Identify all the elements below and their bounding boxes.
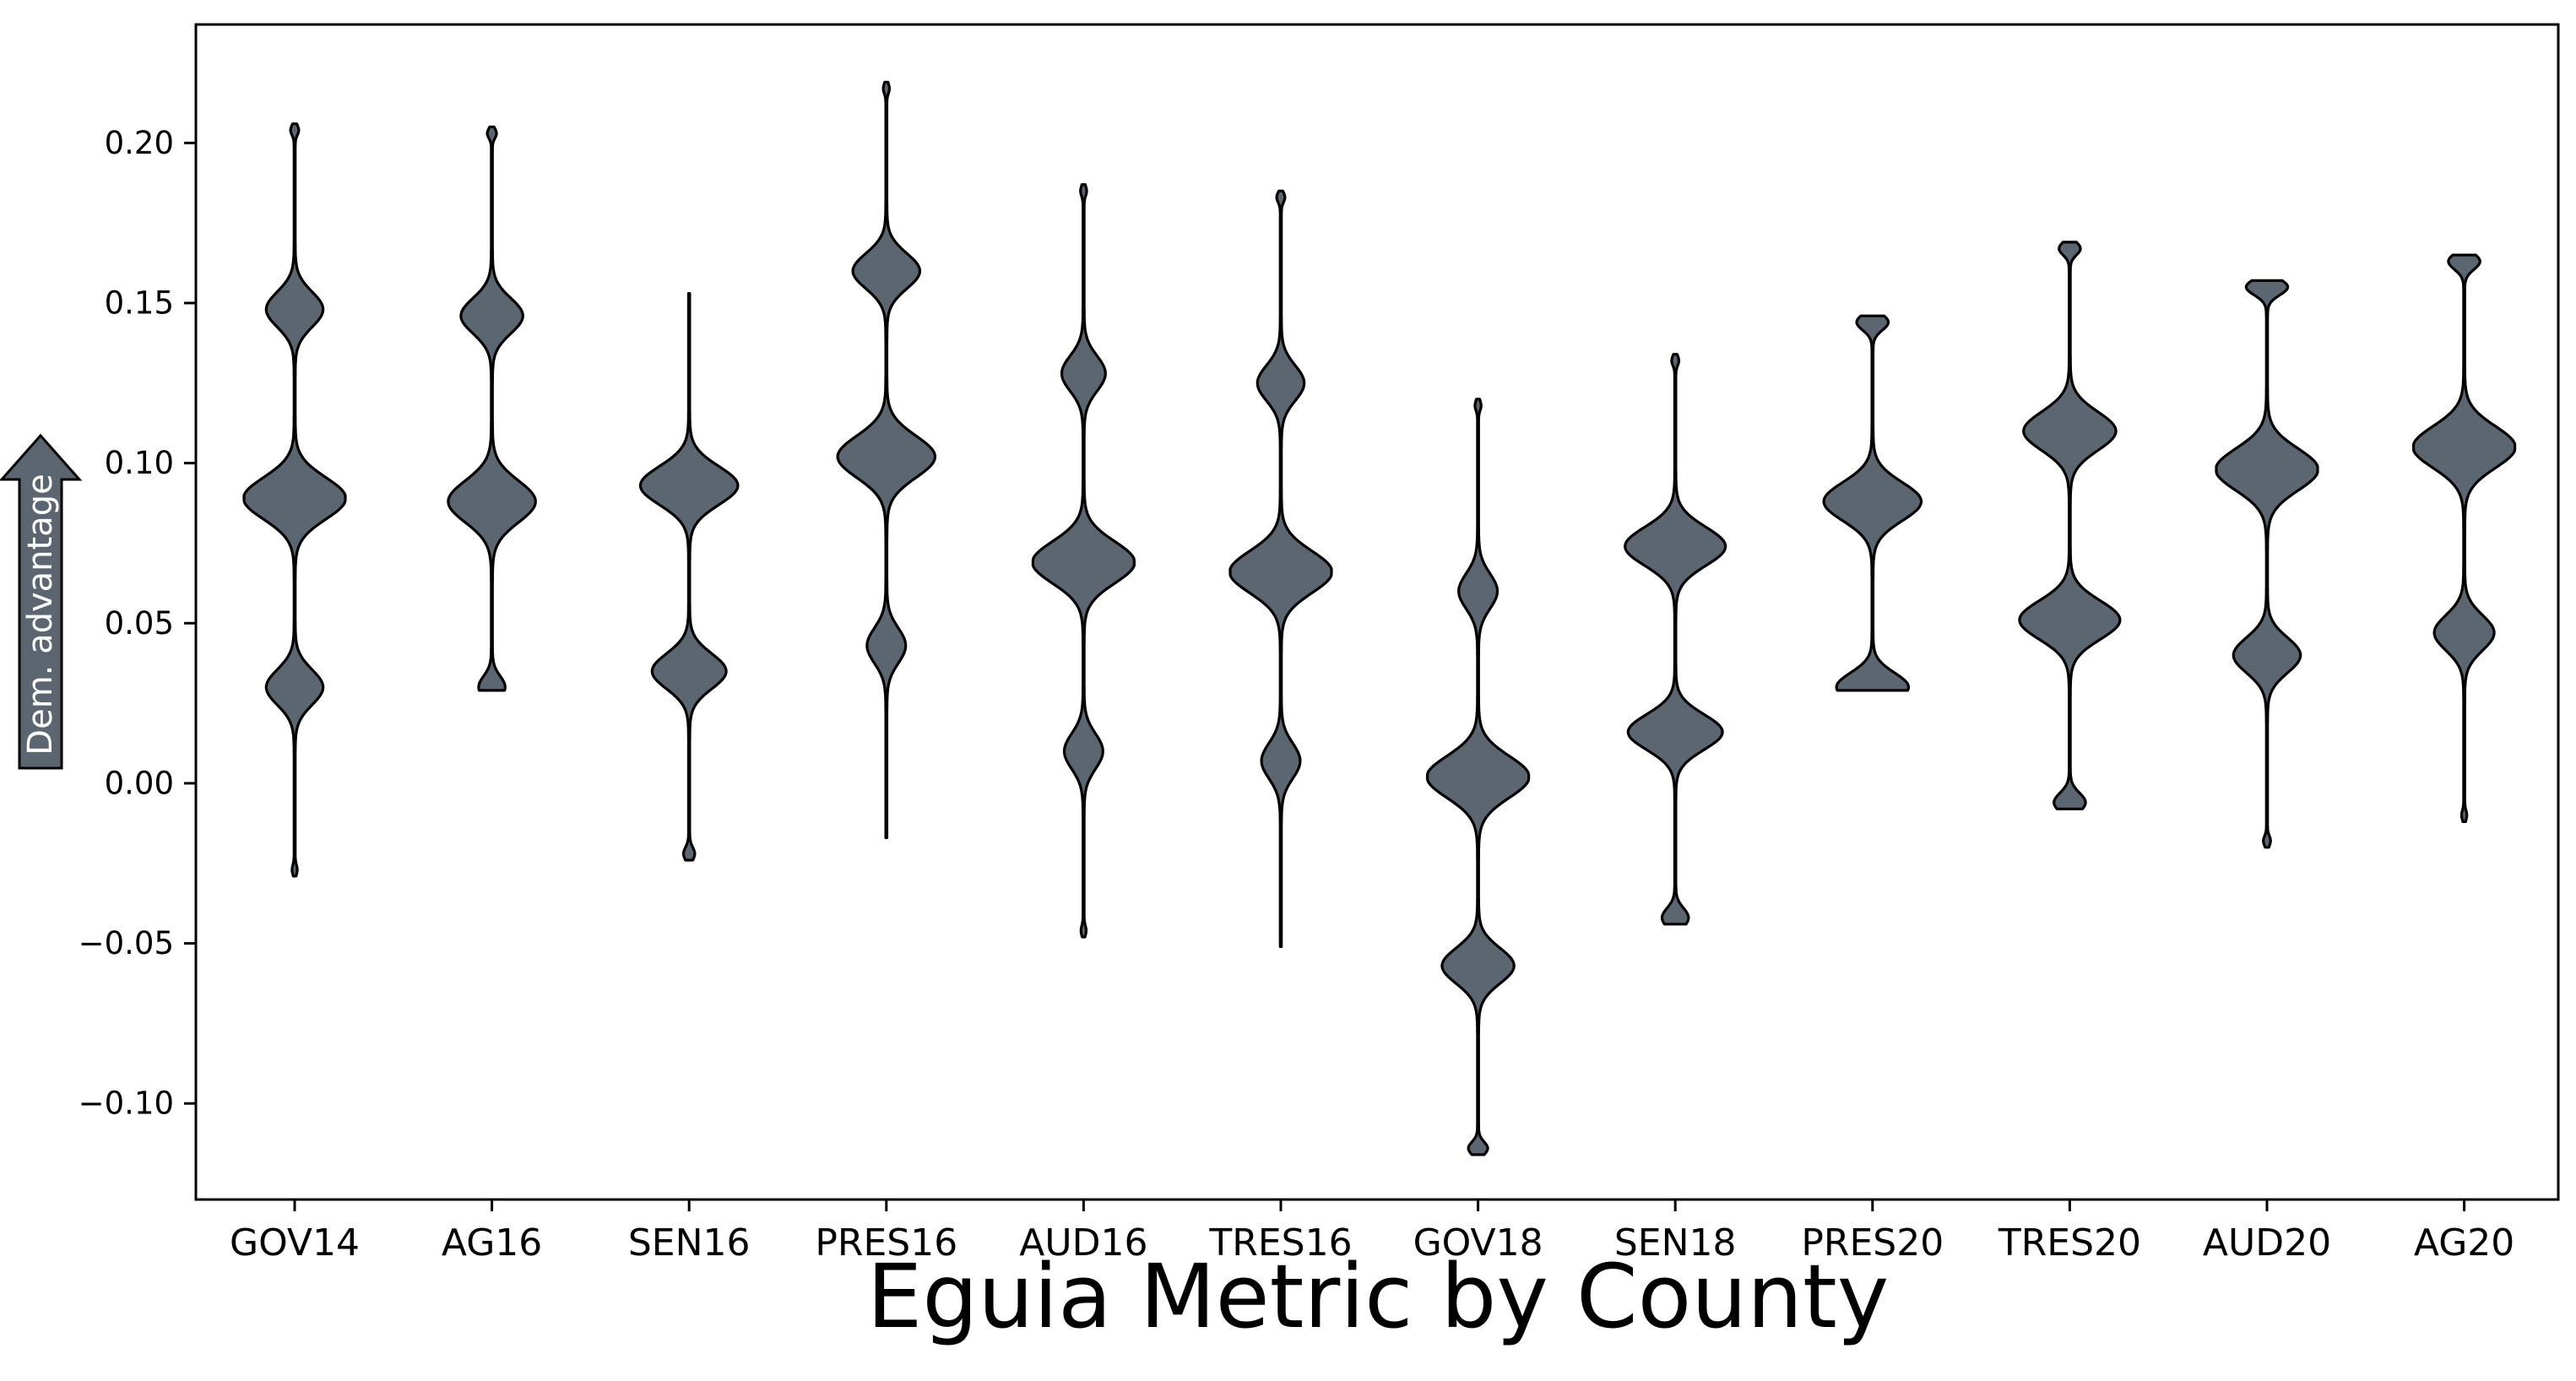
y-tick-label: 0.10	[105, 445, 174, 481]
x-tick-label-pres16: PRES16	[815, 1221, 957, 1265]
x-tick-label-tres20: TRES20	[1998, 1221, 2141, 1265]
violin-pres16	[836, 80, 937, 839]
violin-tres20	[2018, 241, 2122, 810]
x-tick-label-gov14: GOV14	[230, 1221, 360, 1265]
y-axis: 0.20 0.15 0.10 0.05 0.00 −0.05 −0.10	[79, 125, 196, 1122]
violin-pres20	[1822, 314, 1923, 692]
y-tick-label: 0.15	[105, 284, 174, 321]
violin-gov14	[242, 122, 347, 878]
plot-frame	[194, 23, 2560, 1201]
violin-sen16	[638, 292, 740, 862]
x-tick-label-ag16: AG16	[442, 1221, 542, 1265]
x-tick-label-aud16: AUD16	[1019, 1221, 1147, 1265]
y-tick-label: −0.05	[79, 925, 174, 961]
violins-group	[242, 80, 2517, 1156]
y-tick-label: 0.20	[105, 125, 174, 161]
x-tick-label-gov18: GOV18	[1413, 1221, 1543, 1265]
violin-ag20	[2412, 253, 2517, 823]
x-tick-label-aud20: AUD20	[2203, 1221, 2331, 1265]
y-axis-label-arrow: Dem. advantage	[0, 433, 83, 770]
y-tick-label: −0.10	[79, 1086, 174, 1122]
x-axis: GOV14 AG16 SEN16 PRES16 AUD16 TRES16 GOV18 SEN1…	[230, 1200, 2514, 1265]
violin-sen18	[1624, 353, 1727, 926]
x-axis-label: Eguia Metric by County	[867, 1245, 1890, 1348]
violin-gov18	[1426, 398, 1531, 1156]
y-axis-label: Dem. advantage	[21, 474, 60, 755]
violin-ag16	[447, 125, 537, 692]
x-tick-label-tres16: TRES16	[1208, 1221, 1352, 1265]
violin-aud20	[2215, 279, 2319, 849]
violin-aud16	[1031, 183, 1136, 939]
x-tick-label-pres20: PRES20	[1801, 1221, 1944, 1265]
x-tick-label-sen18: SEN18	[1614, 1221, 1737, 1265]
arrow-up-icon	[0, 433, 83, 770]
x-tick-label-ag20: AG20	[2414, 1221, 2514, 1265]
y-tick-label: 0.05	[105, 605, 174, 642]
violin-tres16	[1228, 189, 1333, 948]
y-tick-label: 0.00	[105, 765, 174, 801]
x-tick-label-sen16: SEN16	[628, 1221, 751, 1265]
